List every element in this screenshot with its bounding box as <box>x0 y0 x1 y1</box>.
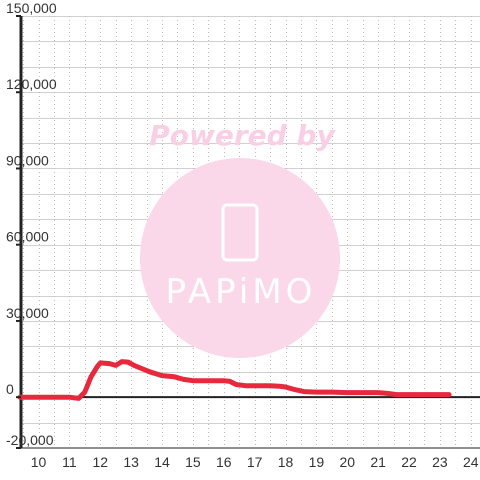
x-tick-label: 20 <box>339 454 355 470</box>
x-tick-label: 11 <box>62 454 77 470</box>
watermark-powered-text: Powered by <box>149 119 336 152</box>
y-tick-label: 30,000 <box>6 305 49 321</box>
series-line <box>17 359 452 401</box>
x-tick-label: 22 <box>401 454 417 470</box>
x-tick-label: 18 <box>278 454 294 470</box>
y-tick-label: 0 <box>6 381 14 397</box>
x-tick-label: 16 <box>216 454 232 470</box>
y-tick-label: 120,000 <box>6 76 57 92</box>
y-tick-label: 60,000 <box>6 229 49 245</box>
watermark-circle <box>140 158 340 358</box>
tick-labels: -20,000 0 30,000 60,000 90,000 120,000 150,000… <box>6 0 479 470</box>
x-tick-label: 10 <box>31 454 47 470</box>
x-tick-label: 24 <box>463 454 479 470</box>
y-tick-label: 90,000 <box>6 152 49 168</box>
y-tick-label: 150,000 <box>6 0 57 16</box>
x-tick-label: 21 <box>370 454 386 470</box>
x-tick-label: 15 <box>185 454 201 470</box>
axes <box>19 16 480 449</box>
x-tick-label: 12 <box>92 454 108 470</box>
series-layer <box>17 359 452 401</box>
x-tick-label: 14 <box>154 454 170 470</box>
phone-icon <box>221 203 259 262</box>
y-tick-label: -20,000 <box>6 432 54 448</box>
x-tick-label: 23 <box>432 454 448 470</box>
x-tick-label: 19 <box>309 454 325 470</box>
papimo-watermark: Powered by PAPiMO <box>140 119 340 358</box>
x-tick-label: 13 <box>123 454 139 470</box>
watermark-brand-text: PAPiMO <box>166 272 317 312</box>
x-tick-label: 17 <box>247 454 263 470</box>
